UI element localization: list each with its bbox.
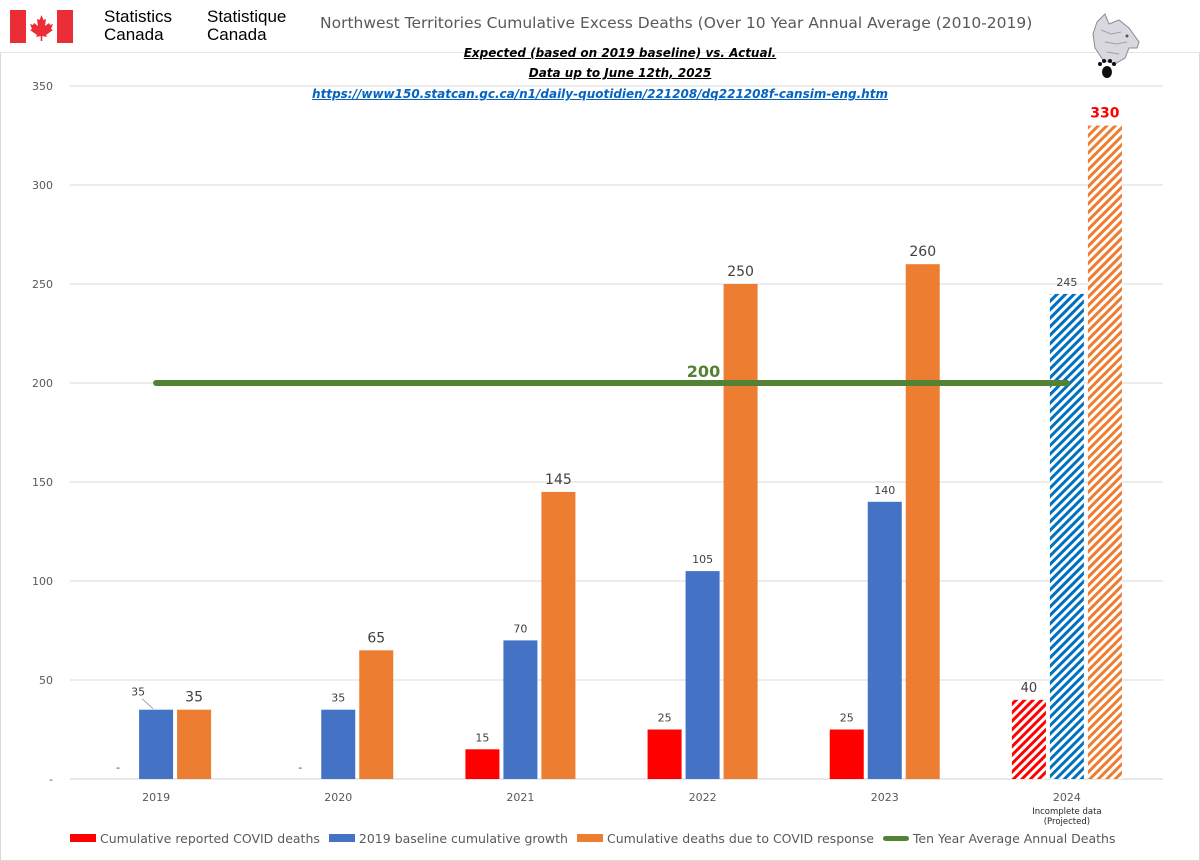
y-tick-label: - — [49, 773, 53, 786]
statistics-canada-en: Statistics Canada — [104, 8, 172, 44]
data-label: - — [298, 761, 302, 774]
org-name-fr-line1: Statistique — [207, 7, 287, 26]
bar-2021-series-0 — [465, 749, 500, 779]
legend-label: Cumulative deaths due to COVID response — [606, 830, 874, 846]
wolf-paw-icon — [1092, 13, 1140, 78]
x-tick-sublabel: (Projected) — [1044, 817, 1090, 827]
bar-2021-series-2 — [541, 491, 576, 779]
data-label: 260 — [909, 244, 936, 260]
canada-flag-icon — [10, 10, 73, 43]
legend-swatch-blue — [328, 834, 355, 842]
y-tick-label: 250 — [32, 278, 53, 291]
data-label: - — [116, 761, 120, 774]
data-label: 40 — [1021, 681, 1038, 696]
data-label: 35 — [131, 686, 145, 699]
source-link[interactable]: https://www150.statcan.gc.ca/n1/daily-qu… — [312, 87, 888, 101]
x-tick-sublabel: Incomplete data — [1032, 807, 1101, 817]
bar-2023-series-1 — [867, 501, 902, 779]
statistique-canada-fr: Statistique Canada — [207, 8, 286, 44]
bar-2022-series-0 — [647, 729, 682, 779]
bar-2020-series-1 — [321, 709, 356, 779]
bar-2024-series-0 — [1011, 699, 1046, 779]
bar-2024-series-1 — [1049, 293, 1084, 779]
bar-2021-series-1 — [503, 640, 538, 779]
legend-item-baseline: 2019 baseline cumulative growth — [328, 830, 568, 846]
legend-item-covid-deaths: Cumulative reported COVID deaths — [70, 831, 320, 846]
bar-2019-series-1 — [139, 709, 174, 779]
data-label: 25 — [658, 712, 672, 725]
y-tick-label: 50 — [39, 674, 53, 687]
data-label: 250 — [727, 264, 754, 280]
y-tick-label: 150 — [32, 476, 53, 489]
legend-item-response-deaths: Cumulative deaths due to COVID response — [576, 830, 874, 846]
legend-swatch-orange — [576, 834, 603, 842]
header-bar: Statistics Canada Statistique Canada — [0, 0, 1200, 53]
legend-label: 2019 baseline cumulative growth — [358, 830, 568, 846]
bar-2023-series-2 — [905, 264, 940, 779]
bar-2023-series-0 — [829, 729, 864, 779]
bar-2024-series-2 — [1087, 125, 1122, 780]
data-label: 15 — [475, 731, 489, 744]
bar-2019-series-2 — [177, 709, 212, 779]
legend-swatch-green-line — [882, 835, 909, 841]
leader-line — [141, 698, 154, 710]
legend-label: Ten Year Average Annual Deaths — [912, 830, 1116, 846]
data-label: 105 — [692, 553, 713, 566]
org-name-en-line1: Statistics — [104, 7, 173, 26]
bar-2022-series-2 — [723, 284, 758, 779]
data-label: 35 — [331, 692, 345, 705]
x-tick-label: 2024 — [1053, 791, 1081, 804]
ten-year-average-label: 200 — [687, 362, 720, 381]
data-label: 245 — [1056, 276, 1077, 289]
x-tick-label: 2023 — [871, 791, 899, 804]
x-tick-label: 2022 — [689, 791, 717, 804]
data-label: 70 — [513, 622, 527, 635]
x-tick-label: 2019 — [142, 791, 170, 804]
y-tick-label: 200 — [32, 377, 53, 390]
chart-subtitle-1: Expected (based on 2019 baseline) vs. Ac… — [463, 46, 777, 60]
chart-legend: Cumulative reported COVID deaths 2019 ba… — [70, 829, 1124, 847]
y-tick-label: 100 — [32, 575, 53, 588]
org-name-en-line2: Canada — [104, 25, 164, 44]
bar-2020-series-2 — [359, 650, 394, 779]
data-label: 35 — [185, 690, 203, 706]
data-label: 25 — [840, 712, 854, 725]
x-tick-label: 2020 — [324, 791, 352, 804]
chart-subtitle-2: Data up to June 12th, 2025 — [528, 66, 712, 80]
bar-2022-series-1 — [685, 571, 720, 779]
chart-title: Northwest Territories Cumulative Excess … — [320, 14, 1033, 32]
y-tick-label: 350 — [32, 80, 53, 93]
data-label: 145 — [545, 472, 572, 488]
data-label: 65 — [367, 630, 385, 646]
x-tick-label: 2021 — [506, 791, 534, 804]
org-name-fr-line2: Canada — [207, 25, 267, 44]
legend-item-ten-year-average: Ten Year Average Annual Deaths — [882, 830, 1116, 846]
legend-label: Cumulative reported COVID deaths — [100, 830, 320, 846]
legend-swatch-red — [70, 834, 96, 842]
y-tick-label: 300 — [32, 179, 53, 192]
data-label: 330 — [1090, 106, 1119, 122]
data-label: 140 — [874, 484, 895, 497]
